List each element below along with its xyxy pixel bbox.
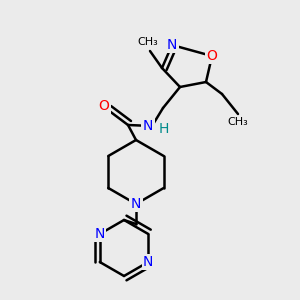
Text: N: N <box>143 255 153 269</box>
Text: N: N <box>167 38 177 52</box>
Text: CH₃: CH₃ <box>228 117 248 127</box>
Text: H: H <box>159 122 169 136</box>
Text: O: O <box>99 99 110 113</box>
Text: N: N <box>131 197 141 211</box>
Text: O: O <box>207 49 218 63</box>
Text: N: N <box>143 119 153 133</box>
Text: N: N <box>94 227 105 241</box>
Text: CH₃: CH₃ <box>138 37 158 47</box>
